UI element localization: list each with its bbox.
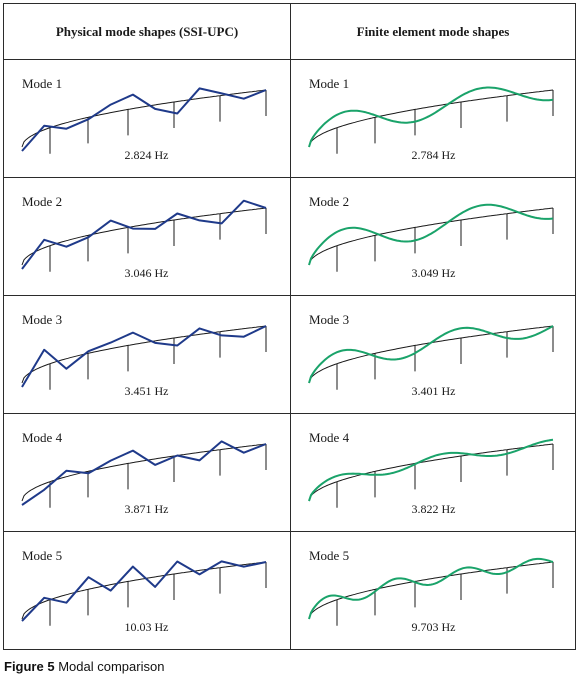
physical-mode-label: Mode 1 <box>22 76 63 91</box>
physical-mode-shape <box>21 440 267 508</box>
physical-frequency-label: 2.824 Hz <box>124 148 169 162</box>
physical-mode-cell: Mode 4 3.871 Hz <box>4 414 289 531</box>
mode-row: Mode 2 3.046 Hz Mode 2 3.049 Hz <box>4 178 575 296</box>
physical-deformed-shape <box>21 325 267 388</box>
fe-mode-shape <box>308 438 554 508</box>
physical-undeformed-arch <box>21 561 267 620</box>
fe-mode-cell: Mode 5 9.703 Hz <box>291 532 576 649</box>
caption-text: Modal comparison <box>58 659 165 674</box>
physical-undeformed-arch <box>21 443 267 502</box>
physical-deformed-shape <box>21 560 267 622</box>
header-fe: Finite element mode shapes <box>291 4 575 60</box>
fe-mode-shape <box>308 86 554 154</box>
header-fe-text: Finite element mode shapes <box>356 23 510 39</box>
fe-deformed-shape <box>308 203 554 266</box>
physical-deformed-shape <box>21 440 267 506</box>
header-physical: Physical mode shapes (SSI-UPC) <box>4 4 290 60</box>
caption-figure-number: Figure 5 <box>4 659 55 674</box>
physical-frequency-label: 3.046 Hz <box>124 266 169 280</box>
mode-row: Mode 3 3.451 Hz Mode 3 3.401 Hz <box>4 296 575 414</box>
mode-row: Mode 5 10.03 Hz Mode 5 9.703 Hz <box>4 532 575 650</box>
fe-deformed-shape <box>308 325 554 384</box>
fe-mode-cell: Mode 4 3.822 Hz <box>291 414 576 531</box>
fe-mode-label: Mode 1 <box>309 76 350 91</box>
fe-frequency-label: 9.703 Hz <box>411 620 456 634</box>
physical-deformed-shape <box>21 199 267 270</box>
fe-mode-shape <box>308 203 554 272</box>
physical-deformed-shape <box>21 87 267 152</box>
physical-mode-cell: Mode 1 2.824 Hz <box>4 60 289 177</box>
physical-frequency-label: 3.871 Hz <box>124 502 169 516</box>
fe-undeformed-arch <box>308 325 554 384</box>
physical-mode-shape <box>21 325 267 390</box>
physical-mode-cell: Mode 5 10.03 Hz <box>4 532 289 649</box>
physical-mode-shape <box>21 560 267 626</box>
fe-mode-shape <box>308 325 554 390</box>
mode-comparison-table: Physical mode shapes (SSI-UPC) Finite el… <box>3 3 576 650</box>
fe-deformed-shape <box>308 86 554 148</box>
fe-frequency-label: 2.784 Hz <box>411 148 456 162</box>
column-divider <box>290 4 291 649</box>
physical-undeformed-arch <box>21 89 267 148</box>
physical-mode-cell: Mode 2 3.046 Hz <box>4 178 289 295</box>
fe-mode-label: Mode 4 <box>309 430 350 445</box>
physical-undeformed-arch <box>21 207 267 266</box>
physical-frequency-label: 3.451 Hz <box>124 384 169 398</box>
physical-mode-label: Mode 5 <box>22 548 63 563</box>
fe-deformed-shape <box>308 557 554 620</box>
fe-frequency-label: 3.049 Hz <box>411 266 456 280</box>
physical-frequency-label: 10.03 Hz <box>124 620 169 634</box>
physical-mode-shape <box>21 199 267 272</box>
figure-caption: Figure 5 Modal comparison <box>4 659 164 674</box>
fe-mode-cell: Mode 3 3.401 Hz <box>291 296 576 413</box>
physical-mode-shape <box>21 87 267 154</box>
fe-mode-shape <box>308 557 554 626</box>
physical-mode-label: Mode 4 <box>22 430 63 445</box>
fe-mode-label: Mode 5 <box>309 548 350 563</box>
fe-mode-cell: Mode 2 3.049 Hz <box>291 178 576 295</box>
fe-undeformed-arch <box>308 89 554 148</box>
mode-row: Mode 4 3.871 Hz Mode 4 3.822 Hz <box>4 414 575 532</box>
physical-undeformed-arch <box>21 325 267 384</box>
header-physical-text: Physical mode shapes (SSI-UPC) <box>55 23 239 39</box>
physical-mode-cell: Mode 3 3.451 Hz <box>4 296 289 413</box>
fe-mode-cell: Mode 1 2.784 Hz <box>291 60 576 177</box>
fe-undeformed-arch <box>308 207 554 266</box>
fe-undeformed-arch <box>308 561 554 620</box>
physical-mode-label: Mode 3 <box>22 312 63 327</box>
fe-mode-label: Mode 2 <box>309 194 350 209</box>
fe-deformed-shape <box>308 438 554 502</box>
fe-mode-label: Mode 3 <box>309 312 350 327</box>
physical-mode-label: Mode 2 <box>22 194 63 209</box>
mode-row: Mode 1 2.824 Hz Mode 1 2.784 Hz <box>4 60 575 178</box>
fe-frequency-label: 3.822 Hz <box>411 502 456 516</box>
fe-undeformed-arch <box>308 443 554 502</box>
fe-frequency-label: 3.401 Hz <box>411 384 456 398</box>
